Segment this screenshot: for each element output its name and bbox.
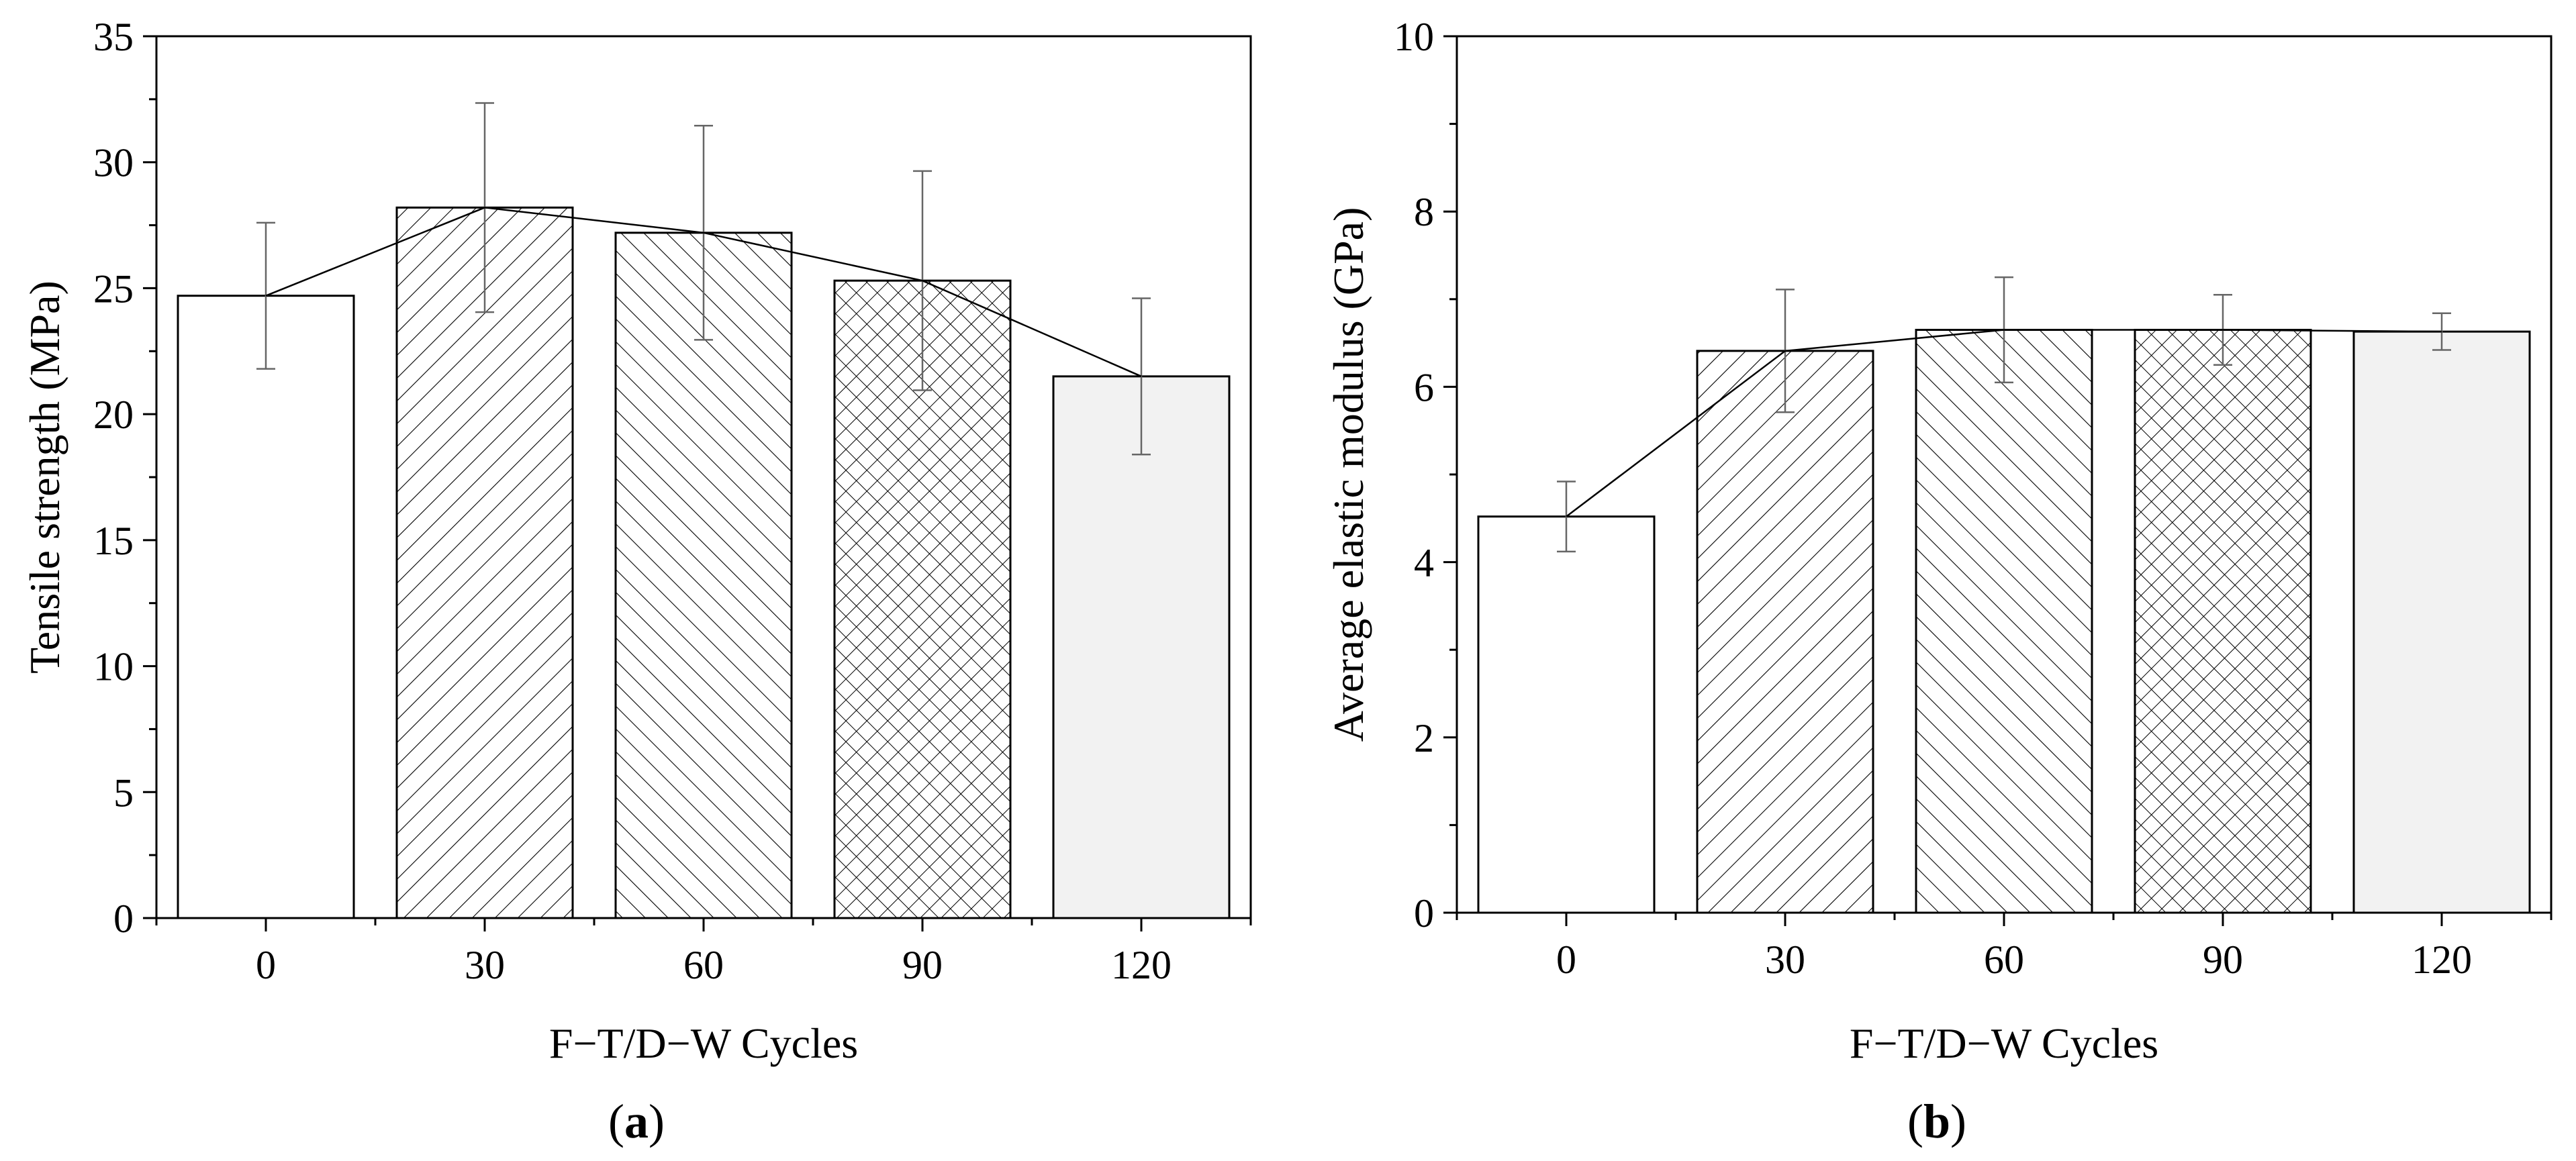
y-axis-ticks: 0 5 10 15 20 25 30 35: [93, 15, 156, 941]
x-tick-label: 0: [1556, 938, 1576, 982]
y-tick-label: 10: [1394, 15, 1434, 59]
trend-line: [265, 207, 1142, 377]
bar-90: [2134, 329, 2312, 914]
x-tick-label: 0: [256, 943, 276, 987]
y-tick-label: 15: [93, 519, 134, 563]
bar-120: [1052, 375, 1231, 919]
x-tick-label: 90: [902, 943, 943, 987]
x-tick-label: 90: [2203, 938, 2243, 982]
x-axis-label: F−T/D−W Cycles: [1850, 1019, 2158, 1067]
trend-line-group: [265, 207, 1142, 377]
y-axis-label: Tensile strength (MPa): [21, 281, 68, 674]
bar-30: [395, 206, 574, 919]
y-tick-label: 0: [113, 897, 134, 941]
bar-60: [1915, 329, 2093, 914]
bar-series: [1477, 329, 2531, 914]
elastic-modulus-chart: 0 2 4 6 8 10 0 30 60 90 120 F−T/D−W Cycles Averag…: [1325, 15, 2553, 1148]
y-tick-label: 10: [93, 645, 134, 689]
bar-0: [177, 295, 355, 919]
panel-label: (b): [1907, 1095, 1966, 1148]
x-axis-label: F−T/D−W Cycles: [549, 1019, 858, 1067]
x-axis-ticks: 0 30 60 90 120: [1456, 913, 2553, 982]
y-tick-label: 6: [1414, 365, 1434, 409]
y-tick-label: 30: [93, 141, 134, 185]
tensile-strength-chart: 0 5 10 15 20 25 30 35 0 30 60 90 120 F−T/D−W Cycles…: [21, 15, 1252, 1148]
trend-line: [1566, 329, 2442, 517]
y-tick-label: 0: [1414, 891, 1434, 936]
x-tick-label: 30: [1765, 938, 1805, 982]
x-tick-label: 120: [1111, 943, 1172, 987]
y-axis-ticks: 0 2 4 6 8 10: [1394, 15, 1457, 936]
y-axis-label: Average elastic modulus (GPa): [1325, 207, 1372, 742]
y-tick-label: 2: [1414, 716, 1434, 760]
x-tick-label: 30: [465, 943, 505, 987]
bar-30: [1696, 350, 1874, 914]
x-tick-label: 120: [2412, 938, 2472, 982]
y-tick-label: 25: [93, 266, 134, 311]
bar-0: [1477, 515, 1656, 914]
x-tick-label: 60: [1984, 938, 2024, 982]
x-axis-ticks: 0 30 60 90 120: [155, 918, 1252, 987]
y-tick-label: 4: [1414, 541, 1434, 585]
y-tick-label: 35: [93, 15, 134, 59]
y-tick-label: 8: [1414, 190, 1434, 234]
trend-line-group: [1566, 329, 2442, 517]
bar-120: [2352, 330, 2531, 914]
bar-60: [614, 232, 793, 919]
panel-label: (a): [608, 1095, 665, 1148]
x-tick-label: 60: [683, 943, 724, 987]
y-tick-label: 20: [93, 393, 134, 437]
y-tick-label: 5: [113, 770, 134, 815]
